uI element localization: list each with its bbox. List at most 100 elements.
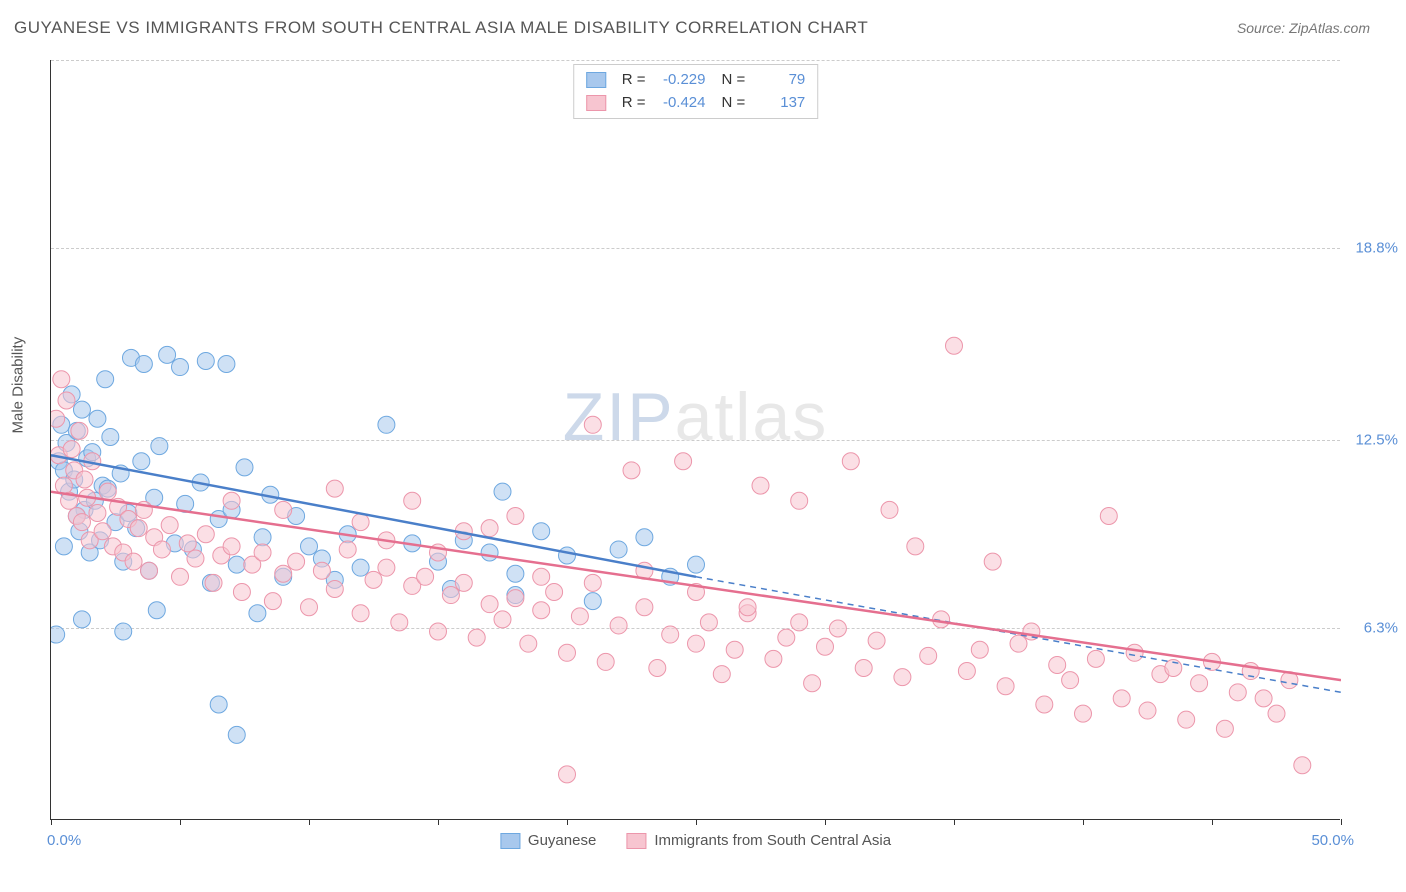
data-point [99, 483, 116, 500]
data-point [546, 584, 563, 601]
data-point [89, 504, 106, 521]
data-point [842, 453, 859, 470]
data-point [1062, 672, 1079, 689]
data-point [507, 508, 524, 525]
data-point [559, 766, 576, 783]
data-point [1255, 690, 1272, 707]
data-point [63, 441, 80, 458]
scatter-svg [51, 60, 1341, 820]
data-point [584, 416, 601, 433]
data-point [378, 559, 395, 576]
data-point [233, 584, 250, 601]
data-point [352, 605, 369, 622]
legend-label: Immigrants from South Central Asia [654, 832, 891, 849]
y-tick-label: 18.8% [1355, 240, 1398, 257]
data-point [1075, 705, 1092, 722]
data-point [1229, 684, 1246, 701]
data-point [89, 410, 106, 427]
data-point [610, 617, 627, 634]
data-point [494, 611, 511, 628]
data-point [726, 641, 743, 658]
data-point [197, 352, 214, 369]
data-point [1100, 508, 1117, 525]
data-point [151, 438, 168, 455]
stat-n-value: 137 [755, 92, 805, 115]
data-point [339, 541, 356, 558]
legend-label: Guyanese [528, 832, 596, 849]
legend-item: Guyanese [500, 832, 596, 849]
data-point [1294, 757, 1311, 774]
data-point [675, 453, 692, 470]
data-point [53, 371, 70, 388]
data-point [584, 593, 601, 610]
data-point [228, 556, 245, 573]
data-point [1191, 675, 1208, 692]
data-point [1087, 650, 1104, 667]
data-point [752, 477, 769, 494]
data-point [688, 556, 705, 573]
data-point [76, 471, 93, 488]
data-point [623, 462, 640, 479]
data-point [481, 544, 498, 561]
data-point [326, 580, 343, 597]
data-point [130, 520, 147, 537]
data-point [559, 644, 576, 661]
data-point [688, 635, 705, 652]
data-point [649, 660, 666, 677]
data-point [1216, 720, 1233, 737]
data-point [365, 571, 382, 588]
data-point [791, 492, 808, 509]
data-point [264, 593, 281, 610]
y-tick-label: 6.3% [1364, 620, 1398, 637]
data-point [481, 520, 498, 537]
data-point [430, 623, 447, 640]
data-point [1126, 644, 1143, 661]
data-point [765, 650, 782, 667]
data-point [141, 562, 158, 579]
data-point [1049, 656, 1066, 673]
data-point [520, 635, 537, 652]
data-point [115, 623, 132, 640]
data-point [868, 632, 885, 649]
data-point [559, 547, 576, 564]
data-point [55, 538, 72, 555]
data-point [533, 523, 550, 540]
legend-swatch [586, 95, 606, 111]
stat-r-value: -0.424 [656, 92, 706, 115]
data-point [73, 514, 90, 531]
data-point [197, 526, 214, 543]
data-point [507, 565, 524, 582]
stat-n-label: N = [722, 92, 746, 115]
data-point [1036, 696, 1053, 713]
stat-r-value: -0.229 [656, 69, 706, 92]
data-point [662, 626, 679, 643]
y-tick-label: 12.5% [1355, 432, 1398, 449]
data-point [984, 553, 1001, 570]
data-point [133, 453, 150, 470]
data-point [51, 626, 65, 643]
data-point [610, 541, 627, 558]
data-point [1113, 690, 1130, 707]
data-point [58, 392, 75, 409]
data-point [417, 568, 434, 585]
data-point [700, 614, 717, 631]
data-point [829, 620, 846, 637]
data-point [172, 359, 189, 376]
data-point [404, 492, 421, 509]
legend-item: Immigrants from South Central Asia [626, 832, 891, 849]
data-point [1178, 711, 1195, 728]
data-point [135, 356, 152, 373]
data-point [455, 574, 472, 591]
data-point [249, 605, 266, 622]
data-point [817, 638, 834, 655]
data-point [352, 559, 369, 576]
data-point [326, 480, 343, 497]
legend-swatch [586, 72, 606, 88]
data-point [97, 371, 114, 388]
plot-area: ZIPatlas 6.3%12.5%18.8% R = -0.229 N = 7… [50, 60, 1340, 820]
data-point [125, 553, 142, 570]
data-point [153, 541, 170, 558]
data-point [254, 544, 271, 561]
data-point [804, 675, 821, 692]
data-point [855, 660, 872, 677]
